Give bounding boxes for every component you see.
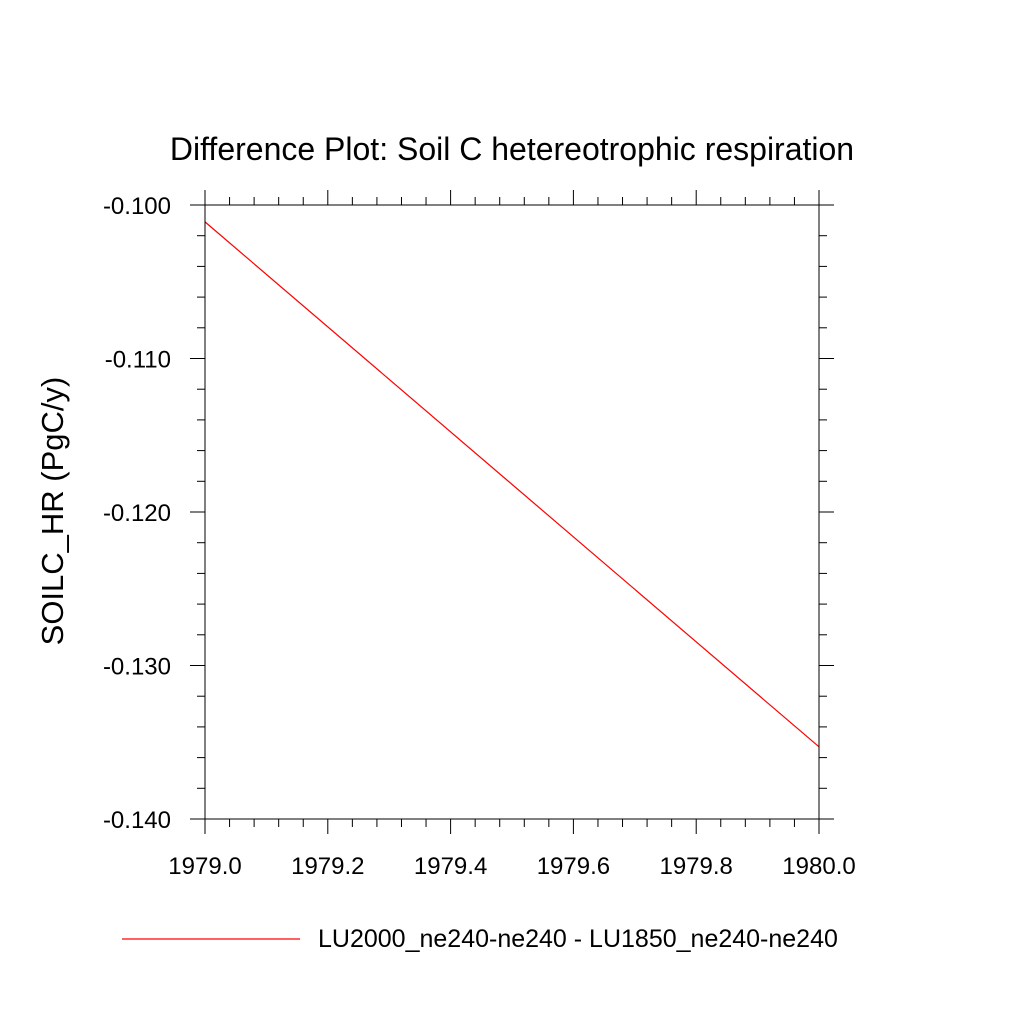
x-tick-label: 1980.0	[782, 853, 855, 880]
major-ticks	[190, 190, 834, 834]
x-tick-label: 1979.6	[537, 853, 610, 880]
minor-ticks	[197, 197, 827, 827]
y-axis-title: SOILC_HR (PgC/y)	[35, 377, 70, 646]
y-tick-label: -0.130	[103, 654, 171, 681]
legend: LU2000_ne240-ne240 - LU1850_ne240-ne240	[122, 925, 838, 953]
y-tick-label: -0.110	[105, 347, 171, 374]
y-tick-label: -0.120	[103, 500, 171, 527]
series-layer	[204, 221, 820, 748]
x-tick-labels: 1979.0 1979.2 1979.4 1979.6 1979.8 1980.0	[168, 853, 855, 880]
x-tick-label: 1979.0	[168, 853, 241, 880]
y-tick-labels: -0.100 -0.110 -0.120 -0.130 -0.140	[103, 193, 171, 834]
x-tick-label: 1979.2	[291, 853, 364, 880]
x-tick-label: 1979.4	[414, 853, 487, 880]
plot-frame	[204, 204, 820, 820]
chart-title: Difference Plot: Soil C hetereotrophic r…	[170, 131, 854, 167]
difference-series-line	[204, 221, 820, 748]
x-tick-label: 1979.8	[659, 853, 732, 880]
y-tick-label: -0.140	[103, 807, 171, 834]
legend-label: LU2000_ne240-ne240 - LU1850_ne240-ne240	[318, 925, 838, 953]
y-tick-label: -0.100	[103, 193, 171, 220]
